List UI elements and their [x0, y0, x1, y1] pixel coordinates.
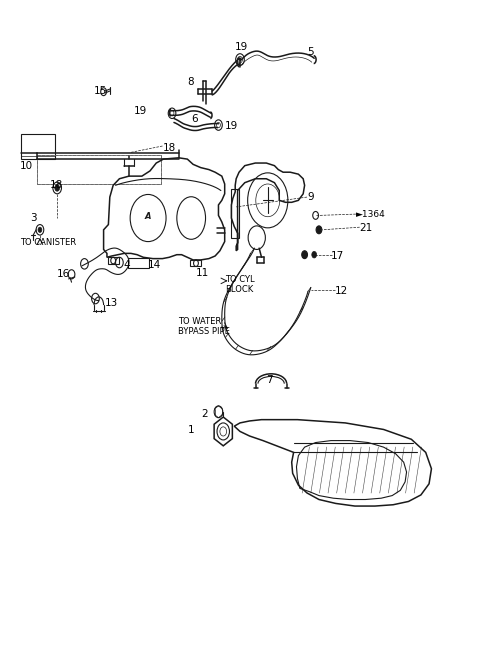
Text: 15: 15 — [94, 86, 107, 96]
Text: 19: 19 — [225, 121, 238, 131]
Text: 6: 6 — [191, 113, 198, 123]
Circle shape — [316, 226, 322, 234]
Text: 16: 16 — [57, 270, 71, 279]
Text: 10: 10 — [20, 161, 33, 171]
Text: 19: 19 — [235, 41, 249, 52]
Bar — [36, 155, 161, 184]
Bar — [231, 188, 239, 237]
Text: 19: 19 — [134, 106, 147, 115]
Text: ►1364: ►1364 — [356, 210, 385, 218]
Bar — [21, 134, 55, 159]
Text: 1: 1 — [187, 425, 194, 435]
Bar — [36, 155, 161, 184]
Text: 13: 13 — [105, 298, 118, 308]
Bar — [128, 258, 149, 268]
Text: TO CYL
BLOCK: TO CYL BLOCK — [225, 275, 254, 295]
Text: 12: 12 — [335, 286, 348, 297]
Text: 17: 17 — [331, 251, 344, 261]
Text: 7: 7 — [266, 375, 273, 385]
Text: 11: 11 — [196, 268, 209, 278]
Text: 5: 5 — [307, 47, 313, 57]
Text: 2: 2 — [201, 409, 207, 419]
Circle shape — [312, 251, 317, 258]
Text: TO WATER
BYPASS PIPE: TO WATER BYPASS PIPE — [178, 317, 229, 337]
Text: 18: 18 — [162, 143, 176, 153]
Circle shape — [38, 227, 42, 232]
Text: 8: 8 — [187, 77, 194, 87]
Text: 9: 9 — [307, 192, 313, 202]
Text: 14: 14 — [148, 260, 161, 270]
Text: TO CANISTER: TO CANISTER — [20, 238, 76, 247]
Circle shape — [302, 251, 308, 258]
Text: 18: 18 — [49, 180, 63, 190]
Text: 3: 3 — [30, 213, 37, 223]
Text: 4: 4 — [123, 260, 130, 270]
Text: 21: 21 — [360, 224, 373, 234]
Text: A: A — [145, 213, 151, 221]
Circle shape — [55, 184, 60, 191]
